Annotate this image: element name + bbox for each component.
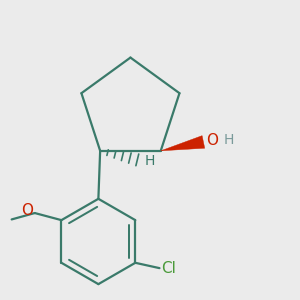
Text: H: H — [223, 133, 234, 147]
Text: H: H — [145, 154, 155, 168]
Text: O: O — [21, 203, 33, 218]
Polygon shape — [161, 136, 205, 151]
Text: Cl: Cl — [161, 261, 176, 276]
Text: O: O — [206, 133, 218, 148]
